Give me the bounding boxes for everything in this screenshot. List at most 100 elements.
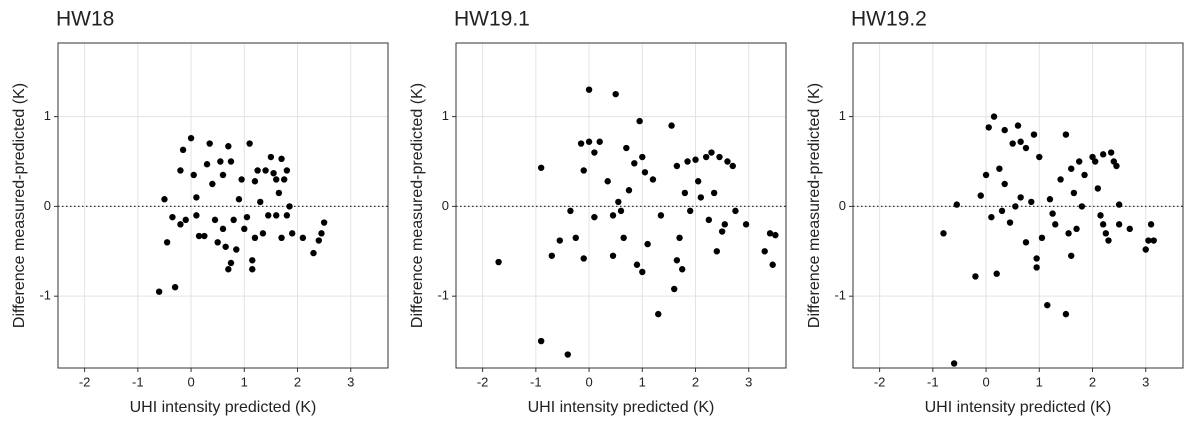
point (201, 232, 208, 240)
point (265, 212, 272, 219)
point (772, 231, 779, 239)
point (310, 249, 317, 257)
point (1094, 185, 1102, 192)
point (1022, 144, 1030, 152)
point (1070, 189, 1078, 197)
point (1062, 310, 1070, 318)
point (537, 164, 545, 171)
point (729, 162, 736, 170)
point (288, 230, 296, 237)
point (275, 189, 283, 197)
point (1068, 252, 1075, 259)
y-tick-label: 1 (442, 108, 449, 123)
point (246, 140, 253, 147)
point (1022, 239, 1030, 246)
x-tick-label: 1 (241, 374, 248, 389)
point (1009, 140, 1016, 147)
x-tick-label: -2 (79, 374, 91, 389)
plot-border (852, 42, 1184, 369)
x-tick-label: -2 (477, 374, 489, 389)
point (1113, 162, 1120, 170)
x-tick-label: 2 (294, 374, 301, 389)
point (1049, 210, 1056, 217)
point (219, 171, 227, 179)
point (233, 246, 240, 253)
point (694, 178, 702, 185)
point (217, 158, 224, 165)
point (676, 234, 683, 242)
x-tick-label: 2 (692, 374, 699, 389)
point (972, 273, 979, 280)
point (1081, 171, 1088, 179)
x-axis-label: UHI intensity predicted (K) (528, 399, 715, 416)
point (1142, 246, 1149, 253)
point (1001, 126, 1008, 134)
point (1028, 198, 1035, 206)
point (278, 155, 285, 163)
point (209, 180, 216, 188)
point (702, 153, 710, 161)
point (254, 167, 261, 174)
point (732, 207, 739, 215)
point (1115, 201, 1123, 208)
point (206, 140, 213, 147)
plot-background (456, 43, 786, 368)
point (577, 140, 585, 147)
point (1001, 180, 1008, 188)
point (585, 138, 593, 145)
point (548, 252, 556, 259)
point (249, 257, 256, 264)
point (1065, 230, 1072, 237)
point (596, 138, 603, 145)
y-axis-label: Difference measured-predicted (K) (409, 83, 426, 328)
chart-title: HW19.1 (454, 8, 530, 31)
point (604, 178, 611, 185)
point (219, 225, 227, 233)
point (1052, 221, 1059, 228)
point (270, 169, 277, 177)
point (195, 232, 203, 240)
point (591, 149, 598, 156)
point (996, 165, 1003, 172)
point (171, 283, 179, 291)
point (278, 234, 285, 242)
point (982, 171, 990, 179)
point (193, 194, 200, 201)
point (1099, 221, 1107, 228)
point (283, 212, 291, 219)
point (1145, 237, 1152, 244)
x-tick-label: -2 (874, 374, 886, 389)
point (609, 252, 617, 259)
point (742, 221, 750, 228)
point (655, 310, 662, 318)
point (625, 187, 633, 194)
point (641, 169, 649, 176)
point (766, 230, 774, 237)
y-tick-label: 1 (839, 108, 846, 123)
point (1105, 237, 1112, 244)
y-tick-label: 1 (44, 108, 51, 123)
point (251, 178, 259, 185)
point (633, 261, 641, 268)
point (225, 266, 232, 273)
point (177, 167, 184, 174)
point (716, 153, 723, 161)
point (580, 255, 587, 262)
point (990, 113, 998, 120)
chart-title: HW18 (56, 8, 114, 31)
point (281, 176, 288, 183)
x-tick-label: 3 (347, 374, 354, 389)
point (673, 257, 681, 264)
point (163, 239, 171, 246)
point (1091, 158, 1099, 165)
point (187, 134, 195, 142)
point (230, 216, 237, 224)
point (1102, 230, 1110, 237)
point (249, 266, 256, 273)
point (639, 268, 646, 276)
point (1017, 138, 1024, 145)
y-tick-label: 0 (442, 198, 449, 213)
point (639, 153, 646, 161)
point (692, 156, 699, 163)
